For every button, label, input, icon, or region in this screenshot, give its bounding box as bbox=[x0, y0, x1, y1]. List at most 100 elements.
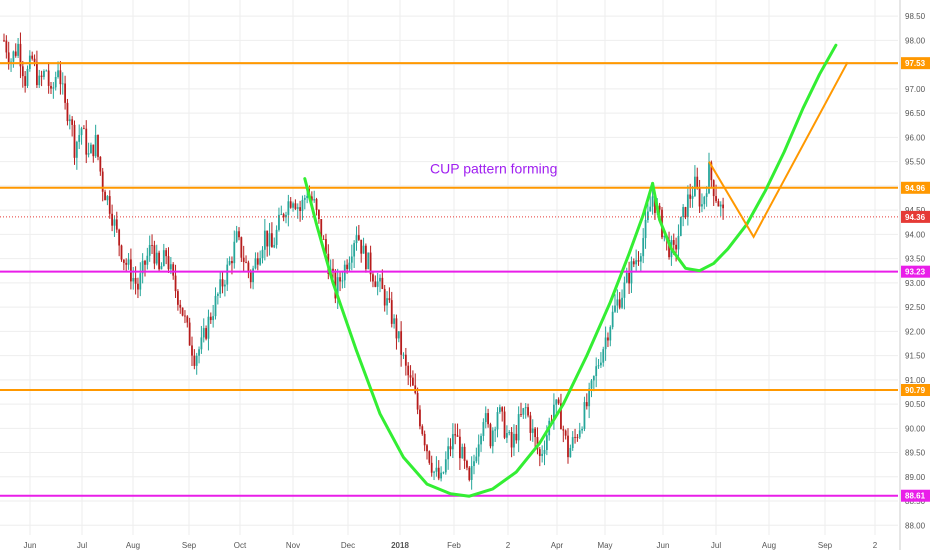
candle-body bbox=[393, 318, 395, 324]
candle-body bbox=[672, 240, 675, 245]
candle-body bbox=[97, 134, 99, 157]
candle-body bbox=[115, 219, 118, 230]
candle-body bbox=[416, 392, 419, 410]
x-tick-label: Sep bbox=[182, 541, 197, 550]
candle-body bbox=[38, 75, 41, 86]
candle-body bbox=[397, 331, 400, 339]
candle-body bbox=[437, 467, 440, 479]
candle-body bbox=[459, 436, 461, 459]
candle-body bbox=[719, 204, 722, 207]
candle-body bbox=[228, 261, 231, 265]
candle-body bbox=[24, 76, 27, 86]
candle-body bbox=[36, 61, 38, 86]
candle-body bbox=[85, 128, 88, 155]
candle-body bbox=[517, 414, 520, 441]
candle-body bbox=[313, 199, 316, 201]
candle-body bbox=[527, 407, 529, 416]
candle-body bbox=[412, 377, 414, 386]
candle-body bbox=[198, 349, 200, 356]
candle-body bbox=[567, 435, 569, 458]
candle-body bbox=[130, 259, 132, 282]
candle-body bbox=[350, 256, 353, 263]
candle-body bbox=[538, 449, 541, 456]
candle-body bbox=[529, 415, 532, 433]
candle-body bbox=[320, 219, 323, 240]
candle-body bbox=[191, 345, 193, 356]
y-tick-label: 91.00 bbox=[905, 376, 926, 385]
candle-body bbox=[555, 399, 558, 405]
y-tick-label: 89.00 bbox=[905, 473, 926, 482]
y-tick-label: 90.50 bbox=[905, 400, 926, 409]
candle-body bbox=[468, 467, 471, 480]
candle-body bbox=[682, 207, 685, 218]
x-tick-label: Jun bbox=[24, 541, 37, 550]
candle-body bbox=[101, 171, 104, 192]
time-axis[interactable]: Jun Jul Aug Sep Oct Nov Dec 2018 Feb 2 Apr May Jun Ju… bbox=[24, 541, 878, 550]
candle-body bbox=[99, 156, 102, 172]
candle-body bbox=[153, 245, 156, 264]
candle-body bbox=[513, 433, 515, 448]
x-tick-label: 2 bbox=[506, 541, 511, 550]
candle-body bbox=[477, 444, 480, 457]
candle-body bbox=[5, 40, 8, 53]
y-tick-label: 89.50 bbox=[905, 449, 926, 458]
candle-body bbox=[482, 422, 485, 436]
price-tag bbox=[901, 489, 930, 502]
candle-body bbox=[574, 437, 576, 438]
candle-body bbox=[600, 362, 602, 366]
candle-body bbox=[287, 201, 290, 215]
candle-body bbox=[122, 259, 125, 263]
candle-body bbox=[404, 354, 407, 366]
candle-body bbox=[515, 433, 518, 441]
candle-body bbox=[17, 43, 19, 56]
y-tick-label: 88.00 bbox=[905, 521, 926, 530]
candle-body bbox=[195, 355, 198, 366]
candle-body bbox=[268, 233, 271, 247]
candle-body bbox=[353, 243, 356, 257]
candle-body bbox=[553, 404, 555, 421]
candle-body bbox=[83, 128, 85, 130]
candle-body bbox=[61, 83, 64, 85]
x-tick-label: Jul bbox=[711, 541, 721, 550]
price-tag bbox=[901, 265, 930, 278]
candle-body bbox=[266, 230, 269, 247]
candle-body bbox=[263, 230, 266, 250]
candle-body bbox=[155, 252, 158, 264]
candle-body bbox=[444, 459, 447, 473]
candle-body bbox=[125, 262, 128, 265]
candle-body bbox=[456, 435, 459, 437]
candle-body bbox=[348, 262, 351, 270]
candle-body bbox=[271, 233, 273, 248]
candle-body bbox=[78, 135, 81, 142]
candle-body bbox=[710, 162, 713, 181]
candle-body bbox=[68, 119, 71, 122]
candle-body bbox=[118, 229, 121, 246]
candle-body bbox=[238, 231, 240, 238]
candle-body bbox=[165, 250, 168, 257]
candle-body bbox=[240, 237, 243, 258]
candle-body bbox=[524, 407, 527, 409]
candle-body bbox=[684, 207, 687, 218]
candle-body bbox=[386, 298, 388, 306]
price-tag bbox=[901, 384, 930, 397]
candle-body bbox=[489, 424, 492, 447]
candle-body bbox=[703, 196, 706, 205]
candle-body bbox=[172, 264, 175, 276]
candle-body bbox=[303, 197, 306, 200]
horizontal-levels[interactable] bbox=[0, 62, 898, 497]
candle-body bbox=[31, 55, 34, 59]
candle-body bbox=[491, 430, 494, 447]
candle-body bbox=[675, 244, 677, 250]
candle-body bbox=[275, 229, 278, 245]
candle-body bbox=[588, 388, 591, 407]
candle-body bbox=[409, 375, 412, 378]
candle-body bbox=[296, 207, 299, 209]
candle-body bbox=[498, 407, 501, 413]
candle-body bbox=[184, 315, 186, 317]
candle-body bbox=[623, 282, 626, 298]
candle-body bbox=[336, 277, 339, 299]
candle-body bbox=[14, 51, 17, 56]
candle-body bbox=[461, 446, 464, 459]
candle-body bbox=[367, 252, 370, 270]
